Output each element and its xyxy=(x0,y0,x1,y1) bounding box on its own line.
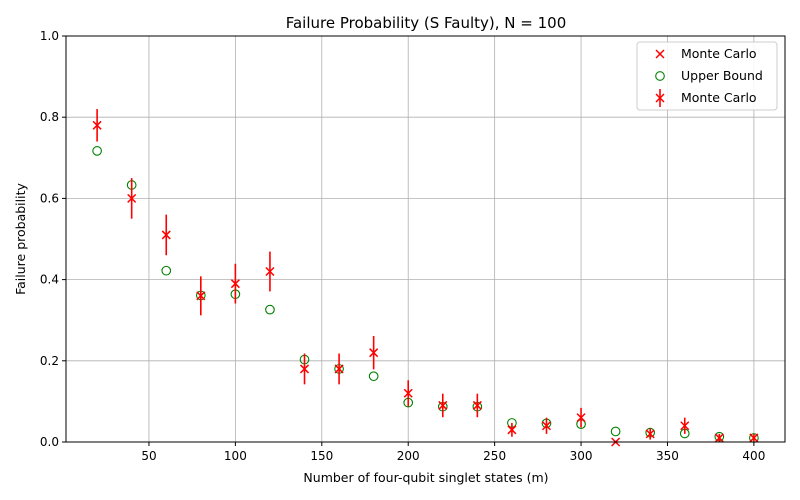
x-tick-label: 250 xyxy=(483,449,506,463)
x-marker-stroke xyxy=(749,433,759,443)
x-marker-stroke xyxy=(438,400,448,410)
x-marker-stroke xyxy=(265,266,275,277)
monte-carlo-point xyxy=(196,291,206,301)
x-marker-stroke xyxy=(196,291,206,301)
x-tick-label: 150 xyxy=(310,449,333,463)
upper-bound-point xyxy=(161,265,172,276)
monte-carlo-point xyxy=(438,400,448,410)
legend-x-marker xyxy=(655,49,665,59)
chart-title: Failure Probability (S Faulty), N = 100 xyxy=(286,14,567,32)
monte-carlo-point xyxy=(541,421,552,431)
legend-entry-monte-carlo-x: Monte Carlo xyxy=(655,46,757,61)
x-marker-stroke xyxy=(299,364,310,374)
x-axis-label: Number of four-qubit singlet states (m) xyxy=(303,470,548,485)
plot-area xyxy=(92,109,759,447)
y-axis-label: Failure probability xyxy=(13,183,28,295)
y-tick-label: 0.6 xyxy=(40,191,59,205)
legend-box xyxy=(636,41,778,111)
y-tick-label: 0.4 xyxy=(40,273,59,287)
x-tick-label: 50 xyxy=(141,449,156,463)
monte-carlo-point xyxy=(472,400,482,410)
x-marker-stroke xyxy=(403,388,413,398)
upper-bound-point xyxy=(610,426,621,437)
upper-bound-point xyxy=(265,304,275,315)
x-marker-stroke xyxy=(680,421,690,431)
legend-label: Monte Carlo xyxy=(681,90,757,105)
monte-carlo-point xyxy=(265,266,275,277)
y-tick-label: 0.0 xyxy=(40,435,59,449)
x-marker-stroke xyxy=(230,279,240,289)
x-marker-stroke xyxy=(714,433,724,443)
monte-carlo-point xyxy=(369,348,379,358)
y-tick-label: 0.2 xyxy=(40,354,59,368)
x-marker-stroke xyxy=(576,413,586,423)
x-marker-stroke xyxy=(655,93,665,103)
monte-carlo-point xyxy=(749,433,759,443)
monte-carlo-point xyxy=(92,120,102,130)
x-marker-stroke xyxy=(541,421,552,431)
x-marker-stroke xyxy=(655,49,665,59)
monte-carlo-point xyxy=(334,364,344,374)
x-marker-stroke xyxy=(92,120,102,130)
legend-x-marker xyxy=(655,93,665,103)
upper-bound-point xyxy=(92,146,102,156)
plot-frame xyxy=(65,35,786,443)
monte-carlo-point xyxy=(230,279,240,289)
x-tick-label: 200 xyxy=(397,449,420,463)
legend-circle-marker xyxy=(655,71,665,81)
x-tick-label: 350 xyxy=(656,449,679,463)
x-tick-label: 100 xyxy=(224,449,247,463)
x-marker-stroke xyxy=(472,400,482,410)
x-marker-icon xyxy=(655,49,665,59)
monte-carlo-point xyxy=(507,425,517,435)
monte-carlo-point xyxy=(714,433,724,443)
y-tick-label: 1.0 xyxy=(40,29,59,43)
upper-bound-point xyxy=(368,371,379,382)
y-tick-label: 0.8 xyxy=(40,110,59,124)
x-marker-stroke xyxy=(645,429,655,439)
x-marker-stroke xyxy=(334,364,344,374)
legend-label: Upper Bound xyxy=(681,68,763,83)
x-marker-stroke xyxy=(369,348,379,358)
legend-entry-upper-bound: Upper Bound xyxy=(655,68,763,83)
legend: Monte Carlo Upper Bound Monte Carlo xyxy=(636,41,778,111)
x-marker-stroke xyxy=(161,230,171,240)
x-tick-label: 300 xyxy=(570,449,593,463)
monte-carlo-point xyxy=(299,364,310,374)
x-tick-label: 400 xyxy=(742,449,765,463)
legend-entry-monte-carlo-errorbar: Monte Carlo xyxy=(655,89,757,107)
monte-carlo-point xyxy=(680,421,690,431)
legend-label: Monte Carlo xyxy=(681,46,757,61)
errorbar-marker-icon xyxy=(655,89,665,107)
monte-carlo-point xyxy=(403,388,413,398)
x-marker-stroke xyxy=(127,193,137,203)
monte-carlo-point xyxy=(127,193,137,203)
monte-carlo-point xyxy=(645,429,655,439)
monte-carlo-point xyxy=(576,413,586,423)
monte-carlo-point xyxy=(161,230,171,240)
axis-ticks: 50 100 150 200 250 300 350 400 0.0 0.2 0.4 0.6 0.8 1.… xyxy=(40,29,765,463)
x-marker-stroke xyxy=(507,425,517,435)
circle-marker-icon xyxy=(655,71,665,81)
